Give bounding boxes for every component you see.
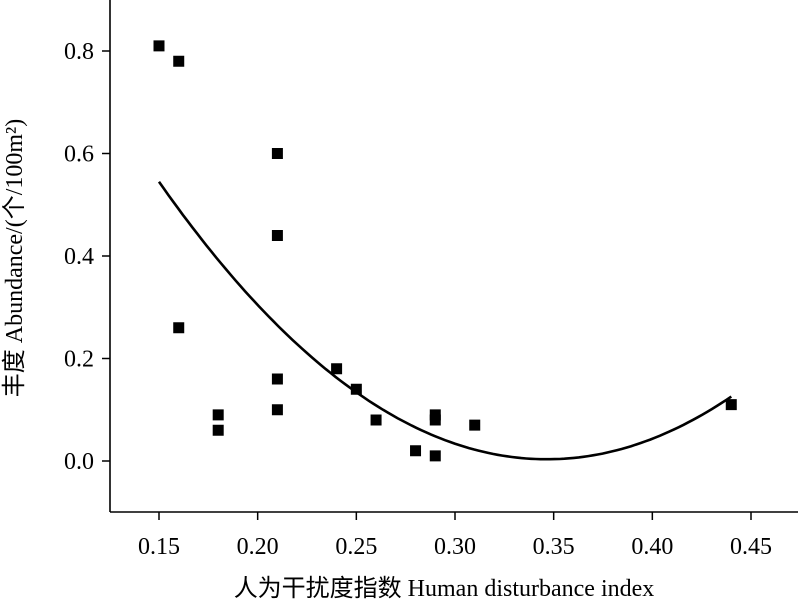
data-point — [271, 373, 283, 385]
y-tick-label: 0.4 — [64, 244, 94, 270]
data-point — [429, 414, 441, 426]
x-tick-label: 0.15 — [138, 534, 180, 560]
data-point — [271, 404, 283, 416]
data-point — [725, 399, 737, 411]
y-tick-label: 0.0 — [64, 449, 94, 475]
fit-curve — [157, 180, 733, 461]
data-point — [350, 383, 362, 395]
data-point — [410, 445, 422, 457]
y-axis-title: 丰度 Abundance/(个/100m²) — [1, 119, 28, 397]
x-tick-label: 0.25 — [335, 534, 377, 560]
data-point — [370, 414, 382, 426]
labels-layer: 人为干扰度指数 Human disturbance index 丰度 Abund… — [1, 119, 654, 602]
data-point — [469, 419, 481, 431]
x-tick-label: 0.35 — [533, 534, 575, 560]
x-tick-label: 0.40 — [631, 534, 673, 560]
y-tick-label: 0.8 — [64, 39, 94, 65]
data-point — [212, 424, 224, 436]
x-tick-label: 0.45 — [730, 534, 772, 560]
axes: 0.15 0.20 0.25 0.30 0.35 0.40 0.45 0.0 0.2 0.4 0.6… — [64, 0, 798, 560]
x-axis-title: 人为干扰度指数 Human disturbance index — [234, 575, 655, 602]
data-point — [429, 450, 441, 462]
data-point — [153, 40, 165, 52]
data-point — [271, 230, 283, 241]
data-point — [173, 55, 185, 67]
y-tick-label: 0.2 — [64, 347, 94, 373]
data-point — [173, 322, 185, 334]
data-point — [271, 148, 283, 159]
x-tick-label: 0.20 — [237, 534, 279, 560]
data-point — [212, 409, 224, 421]
points-layer — [153, 40, 737, 462]
data-point — [331, 363, 343, 375]
fit-curve-layer — [157, 180, 733, 461]
y-tick-label: 0.6 — [64, 142, 94, 168]
x-tick-label: 0.30 — [434, 534, 476, 560]
